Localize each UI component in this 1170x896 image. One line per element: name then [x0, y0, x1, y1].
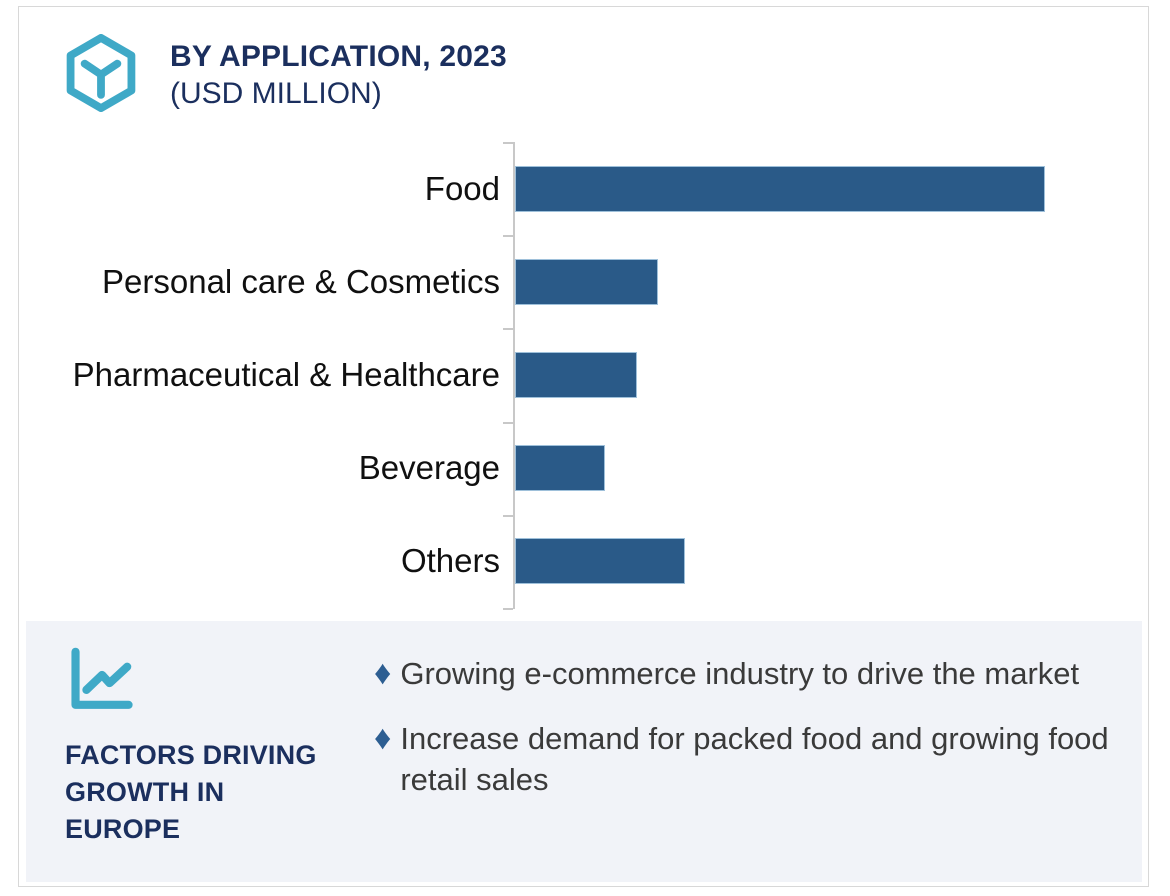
hexagon-y-icon [66, 34, 136, 112]
bar-pharmaceutical-healthcare [515, 352, 637, 398]
bar-row: Others [0, 515, 1170, 608]
axis-tick [503, 608, 513, 610]
factors-bullets: ♦ Growing e-commerce industry to drive th… [374, 653, 1154, 800]
category-label: Personal care & Cosmetics [102, 262, 500, 300]
factor-bullet-text: Growing e-commerce industry to drive the… [400, 656, 1080, 691]
axis-tick [503, 422, 513, 424]
factors-panel: FACTORS DRIVING GROWTH IN EUROPE ♦ Growing … [26, 621, 1142, 882]
axis-tick [503, 235, 513, 237]
factors-heading-line: GROWTH IN [65, 777, 225, 807]
bar-food [515, 165, 1045, 212]
chart-subtitle: (USD MILLION) [170, 77, 382, 110]
bar-beverage [515, 445, 605, 492]
factors-heading-line: EUROPE [65, 814, 181, 844]
factor-bullet: ♦ Increase demand for packed food and gro… [374, 718, 1154, 800]
bar-row: Pharmaceutical & Healthcare [0, 328, 1170, 421]
factors-heading-line: FACTORS DRIVING [65, 740, 317, 770]
factor-bullet: ♦ Growing e-commerce industry to drive th… [374, 653, 1154, 694]
y-axis-line [513, 142, 515, 609]
chart-title-block: BY APPLICATION, 2023 (USD MILLION) [170, 38, 507, 112]
factor-bullet-text: Increase demand for packed food and grow… [400, 721, 1109, 797]
axis-tick [503, 142, 513, 144]
factors-heading: FACTORS DRIVING GROWTH IN EUROPE [65, 737, 317, 848]
bar-row: Food [0, 142, 1170, 235]
bar-personal-care-cosmetics [515, 258, 658, 305]
bar-row: Beverage [0, 422, 1170, 515]
category-label: Food [424, 169, 500, 207]
bar-chart: Food Personal care & Cosmetics Pharmaceuti… [0, 142, 1170, 610]
category-label: Others [400, 542, 500, 580]
chart-title: BY APPLICATION, 2023 [170, 40, 507, 73]
diamond-bullet-icon: ♦ [374, 719, 392, 757]
axis-tick [503, 515, 513, 517]
bar-rows: Food Personal care & Cosmetics Pharmaceuti… [0, 142, 1170, 608]
category-label: Pharmaceutical & Healthcare [72, 356, 500, 393]
line-chart-icon [71, 647, 133, 709]
bar-others [515, 538, 685, 585]
category-label: Beverage [358, 449, 500, 487]
diamond-bullet-icon: ♦ [374, 654, 392, 692]
axis-tick [503, 328, 513, 330]
bar-row: Personal care & Cosmetics [0, 235, 1170, 328]
